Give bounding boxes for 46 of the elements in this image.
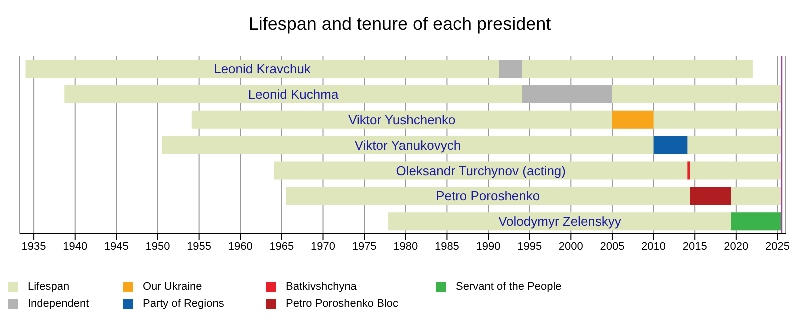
x-tick-label: 2005 [600, 240, 625, 253]
y-tick-label: Oleksandr Turchynov (acting) [396, 163, 566, 178]
x-tick-label: 1990 [476, 240, 501, 253]
y-tick-label: Viktor Yanukovych [354, 138, 462, 153]
y-tick-label: Viktor Yushchenko [348, 112, 456, 128]
legend-label: Lifespan [28, 280, 70, 292]
legend-label: Batkivshchyna [286, 280, 357, 292]
x-tick-label: 1975 [352, 240, 377, 253]
y-tick-label: Leonid Kuchma [248, 86, 340, 102]
x-tick-label: 1935 [22, 240, 46, 253]
x-tick-label: 2010 [642, 240, 666, 253]
x-tick-label: 1995 [518, 240, 542, 253]
bar [274, 162, 782, 180]
x-tick-label: 1980 [394, 240, 418, 253]
bar [612, 110, 654, 129]
x-tick-label: 1970 [311, 240, 336, 253]
bar [690, 187, 732, 206]
bar [522, 85, 612, 104]
bar [26, 60, 753, 78]
x-tick-label: 2020 [724, 240, 749, 253]
x-tick-label: 1985 [434, 240, 460, 253]
x-tick-label: 2025 [765, 240, 790, 253]
x-tick-label: 1965 [270, 240, 294, 253]
bar [286, 187, 782, 206]
y-tick-label: Volodymyr Zelenskyy [498, 214, 622, 230]
bar [192, 110, 782, 129]
bar [654, 136, 688, 154]
x-tick-label: 1945 [104, 240, 129, 253]
x-tick-label: 1940 [63, 240, 88, 253]
x-tick-label: 1960 [228, 240, 253, 253]
bar [688, 162, 690, 180]
legend-label: Party of Regions [143, 298, 224, 310]
x-tick-label: 1955 [187, 240, 212, 253]
legend-label: Our Ukraine [143, 280, 202, 292]
x-tick-label: 2000 [558, 240, 584, 253]
bar [162, 136, 782, 154]
y-tick-label: Petro Poroshenko [436, 188, 540, 204]
chart-title: Lifespan and tenure of each president [248, 13, 552, 36]
bar [499, 60, 522, 78]
x-tick-label: 2015 [682, 240, 708, 253]
x-tick-label: 1950 [146, 240, 170, 253]
legend-label: Independent [28, 298, 90, 310]
bar [731, 212, 782, 231]
legend-label: Petro Poroshenko Bloc [286, 298, 399, 310]
legend-label: Servant of the People [456, 280, 562, 292]
y-tick-label: Leonid Kravchuk [214, 62, 312, 77]
